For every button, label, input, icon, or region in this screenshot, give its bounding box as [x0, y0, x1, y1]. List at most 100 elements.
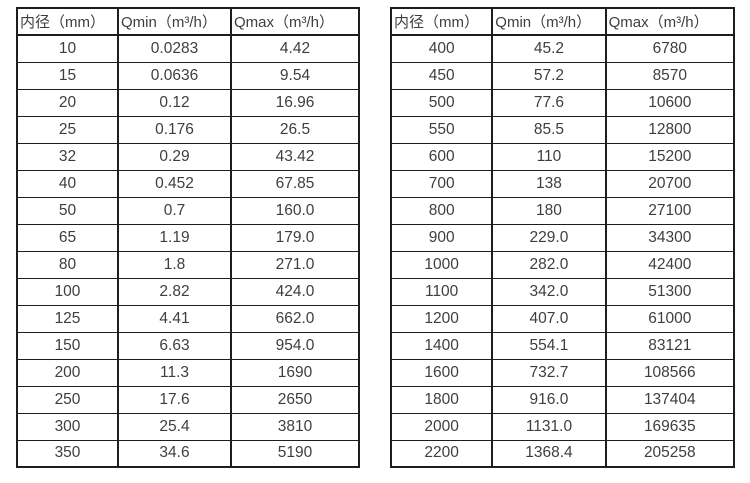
cell: 10600	[604, 88, 736, 117]
cell: 83121	[604, 331, 736, 360]
cell: 80	[16, 250, 119, 279]
cell: 282.0	[491, 250, 607, 279]
cell: 11.3	[117, 358, 232, 387]
table-row: 800 180 27100	[389, 196, 736, 225]
cell: 4.41	[117, 304, 232, 333]
cell: 2650	[230, 385, 360, 414]
table-row: 125 4.41 662.0	[16, 304, 360, 333]
cell: 1400	[389, 331, 494, 360]
flow-range-table-small-diameters: 内径（mm） Qmin（m³/h） Qmax（m³/h） 10 0.0283 4.42 15…	[16, 7, 360, 468]
column-header: Qmin（m³/h）	[491, 7, 607, 36]
cell: 400	[389, 34, 494, 63]
cell: 1.19	[117, 223, 232, 252]
cell: 137404	[604, 385, 736, 414]
cell: 9.54	[230, 61, 360, 90]
cell: 77.6	[491, 88, 607, 117]
cell: 1.8	[117, 250, 232, 279]
table-row: 500 77.6 10600	[389, 88, 736, 117]
cell: 108566	[604, 358, 736, 387]
header-row: 内径（mm） Qmin（m³/h） Qmax（m³/h）	[389, 7, 736, 36]
cell: 34.6	[117, 439, 232, 468]
cell: 229.0	[491, 223, 607, 252]
cell: 27100	[604, 196, 736, 225]
cell: 271.0	[230, 250, 360, 279]
cell: 300	[16, 412, 119, 441]
cell: 0.0636	[117, 61, 232, 90]
cell: 8570	[604, 61, 736, 90]
cell: 85.5	[491, 115, 607, 144]
cell: 0.7	[117, 196, 232, 225]
cell: 40	[16, 169, 119, 198]
cell: 25	[16, 115, 119, 144]
table-row: 1800 916.0 137404	[389, 385, 736, 414]
cell: 900	[389, 223, 494, 252]
cell: 1200	[389, 304, 494, 333]
column-header: Qmax（m³/h）	[604, 7, 736, 36]
table-row: 1000 282.0 42400	[389, 250, 736, 279]
cell: 600	[389, 142, 494, 171]
cell: 51300	[604, 277, 736, 306]
header-row: 内径（mm） Qmin（m³/h） Qmax（m³/h）	[16, 7, 360, 36]
table-row: 25 0.176 26.5	[16, 115, 360, 144]
cell: 3810	[230, 412, 360, 441]
cell: 2200	[389, 439, 494, 468]
cell: 179.0	[230, 223, 360, 252]
table-row: 1200 407.0 61000	[389, 304, 736, 333]
table-row: 100 2.82 424.0	[16, 277, 360, 306]
cell: 250	[16, 385, 119, 414]
table-row: 450 57.2 8570	[389, 61, 736, 90]
table-row: 1600 732.7 108566	[389, 358, 736, 387]
cell: 6780	[604, 34, 736, 63]
cell: 110	[491, 142, 607, 171]
table-row: 15 0.0636 9.54	[16, 61, 360, 90]
cell: 450	[389, 61, 494, 90]
table-row: 10 0.0283 4.42	[16, 34, 360, 63]
table-row: 32 0.29 43.42	[16, 142, 360, 171]
cell: 169635	[604, 412, 736, 441]
cell: 6.63	[117, 331, 232, 360]
cell: 16.96	[230, 88, 360, 117]
cell: 1800	[389, 385, 494, 414]
cell: 61000	[604, 304, 736, 333]
table-row: 550 85.5 12800	[389, 115, 736, 144]
cell: 1131.0	[491, 412, 607, 441]
table-row: 20 0.12 16.96	[16, 88, 360, 117]
cell: 407.0	[491, 304, 607, 333]
cell: 160.0	[230, 196, 360, 225]
column-header: Qmax（m³/h）	[230, 7, 360, 36]
flow-range-table-large-diameters: 内径（mm） Qmin（m³/h） Qmax（m³/h） 400 45.2 6780 450…	[389, 7, 736, 468]
cell: 50	[16, 196, 119, 225]
cell: 1690	[230, 358, 360, 387]
cell: 916.0	[491, 385, 607, 414]
cell: 0.452	[117, 169, 232, 198]
cell: 800	[389, 196, 494, 225]
cell: 200	[16, 358, 119, 387]
column-header: Qmin（m³/h）	[117, 7, 232, 36]
table-row: 300 25.4 3810	[16, 412, 360, 441]
cell: 554.1	[491, 331, 607, 360]
table-row: 350 34.6 5190	[16, 439, 360, 468]
cell: 65	[16, 223, 119, 252]
cell: 2000	[389, 412, 494, 441]
table-row: 150 6.63 954.0	[16, 331, 360, 360]
cell: 2.82	[117, 277, 232, 306]
table-row: 1100 342.0 51300	[389, 277, 736, 306]
cell: 125	[16, 304, 119, 333]
cell: 42400	[604, 250, 736, 279]
cell: 205258	[604, 439, 736, 468]
cell: 20700	[604, 169, 736, 198]
cell: 138	[491, 169, 607, 198]
cell: 4.42	[230, 34, 360, 63]
cell: 150	[16, 331, 119, 360]
cell: 15	[16, 61, 119, 90]
cell: 700	[389, 169, 494, 198]
cell: 0.176	[117, 115, 232, 144]
cell: 0.12	[117, 88, 232, 117]
table-row: 2200 1368.4 205258	[389, 439, 736, 468]
table-row: 400 45.2 6780	[389, 34, 736, 63]
cell: 732.7	[491, 358, 607, 387]
cell: 350	[16, 439, 119, 468]
cell: 424.0	[230, 277, 360, 306]
cell: 1000	[389, 250, 494, 279]
cell: 1100	[389, 277, 494, 306]
